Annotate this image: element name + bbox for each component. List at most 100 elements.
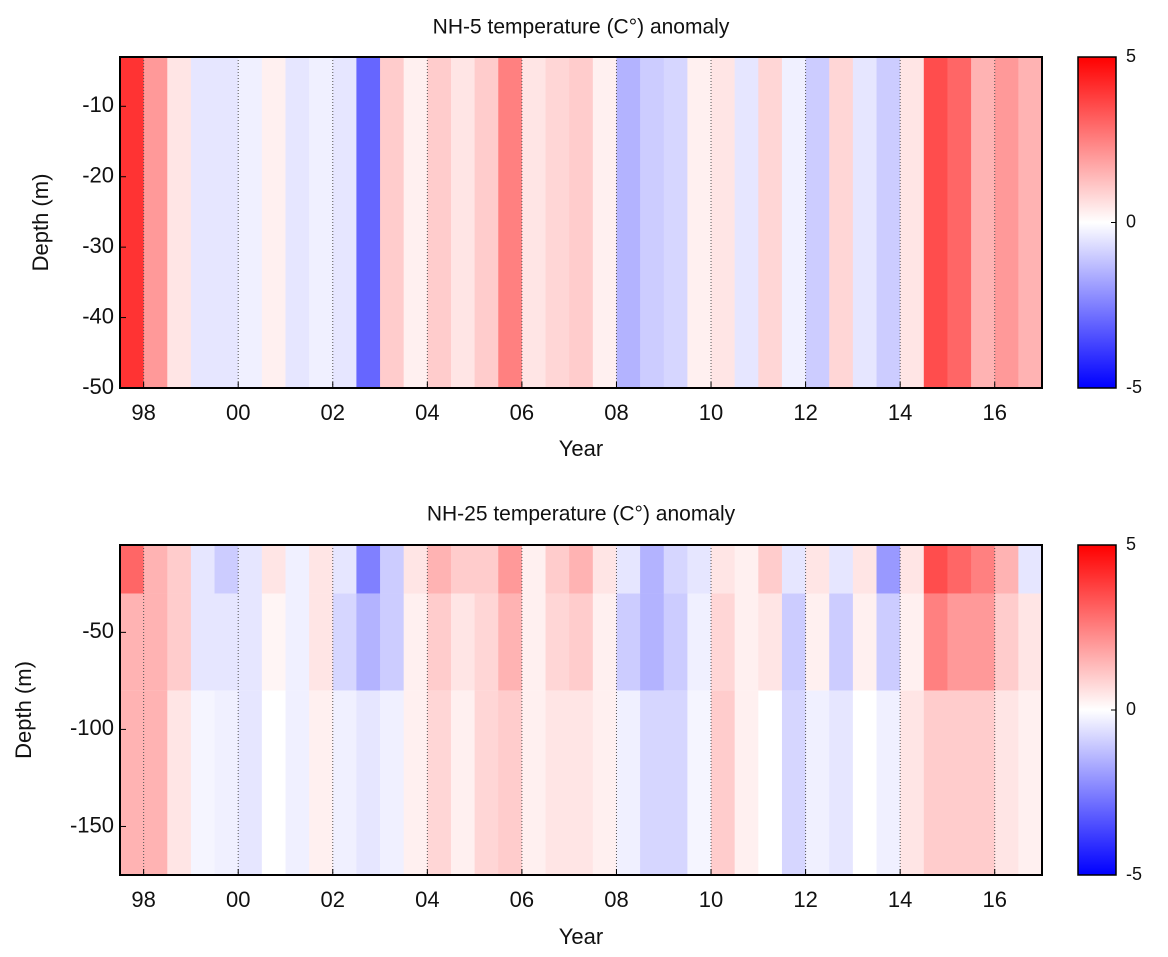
y-tick-label: -150	[70, 812, 114, 837]
heatmap-cell	[734, 690, 759, 875]
heatmap-cell	[214, 593, 239, 691]
heatmap-cell	[758, 545, 783, 594]
heatmap-cell	[687, 593, 712, 691]
heatmap-cell	[356, 57, 381, 388]
heatmap-cell	[403, 545, 428, 594]
heatmap-cell	[521, 57, 547, 388]
heatmap-cell	[167, 545, 192, 594]
colorbar	[1077, 56, 1117, 389]
heatmap-cell	[474, 545, 499, 594]
heatmap-cell	[640, 545, 665, 594]
heatmap-cell	[994, 690, 1019, 875]
heatmap-cell	[592, 593, 618, 691]
heatmap-cell	[876, 593, 901, 691]
heatmap-cell	[640, 593, 665, 691]
heatmap-cell	[332, 690, 358, 875]
heatmap-cell	[781, 57, 807, 388]
x-tick-label: 08	[604, 400, 628, 425]
heatmap-cell	[640, 57, 665, 388]
heatmap-cell	[994, 593, 1019, 691]
heatmap-cell	[663, 545, 688, 594]
y-tick-label: -10	[82, 92, 114, 117]
heatmap-cell	[923, 545, 949, 594]
heatmap-cell	[711, 593, 736, 691]
heatmap-cell	[190, 57, 216, 388]
heatmap-cell	[309, 690, 334, 875]
heatmap-cell	[829, 545, 854, 594]
heatmap-cell	[403, 690, 428, 875]
heatmap-cell	[900, 593, 925, 691]
heatmap-cell	[143, 545, 168, 594]
heatmap-cell	[238, 690, 263, 875]
heatmap-cell	[734, 593, 759, 691]
heatmap-cell	[380, 593, 405, 691]
heatmap-cell	[498, 545, 523, 594]
heatmap-cell	[356, 593, 381, 691]
heatmap-cell	[1018, 593, 1043, 691]
heatmap-cell	[805, 545, 830, 594]
heatmap-cell	[521, 545, 547, 594]
heatmap-cell	[900, 690, 925, 875]
heatmap-cell	[120, 593, 145, 691]
heatmap-cell	[450, 545, 476, 594]
heatmap-cell	[1018, 57, 1043, 388]
heatmap-cell	[214, 690, 239, 875]
heatmap-cell	[592, 57, 618, 388]
heatmap-cell	[285, 545, 310, 594]
heatmap-cell	[214, 57, 239, 388]
heatmap-cell	[852, 545, 878, 594]
chart-title: NH-5 temperature (C°) anomaly	[433, 16, 730, 39]
heatmap-cell	[852, 593, 878, 691]
heatmap-cell	[876, 545, 901, 594]
heatmap-cell	[734, 57, 759, 388]
heatmap-cell	[143, 593, 168, 691]
heatmap-cell	[285, 593, 310, 691]
x-tick-label: 12	[793, 887, 817, 912]
heatmap-cell	[521, 690, 547, 875]
heatmap-cell	[498, 57, 523, 388]
heatmap-cell	[971, 593, 996, 691]
heatmap-cell	[687, 57, 712, 388]
heatmap-cell	[167, 57, 192, 388]
heatmap-cell	[261, 690, 287, 875]
y-tick-label: -30	[82, 233, 114, 258]
heatmap-cell	[356, 690, 381, 875]
heatmap-cell	[781, 593, 807, 691]
heatmap-cell	[569, 593, 594, 691]
colorbar-tick-label: -5	[1126, 377, 1142, 397]
x-tick-label: 06	[510, 887, 534, 912]
heatmap-cell	[781, 545, 807, 594]
heatmap-cell	[545, 593, 570, 691]
x-tick-label: 10	[699, 887, 723, 912]
heatmap-cell	[923, 690, 949, 875]
heatmap-cell	[498, 690, 523, 875]
heatmap-cell	[214, 545, 239, 594]
x-tick-label: 14	[888, 400, 912, 425]
heatmap-cell	[120, 690, 145, 875]
heatmap-cell	[852, 57, 878, 388]
heatmap-cell	[309, 57, 334, 388]
heatmap-cell	[261, 57, 287, 388]
x-tick-label: 06	[510, 400, 534, 425]
colorbar-tick-label: 5	[1126, 46, 1136, 66]
x-tick-label: 02	[321, 887, 345, 912]
heatmap-cell	[332, 545, 358, 594]
colorbar-tick-label: -5	[1126, 864, 1142, 884]
heatmap-cell	[498, 593, 523, 691]
heatmap-cell	[238, 57, 263, 388]
y-tick-label: -50	[82, 374, 114, 399]
heatmap-cell	[876, 57, 901, 388]
heatmap-cell	[711, 690, 736, 875]
heatmap-cell	[238, 593, 263, 691]
heatmap-cell	[380, 690, 405, 875]
heatmap-cell	[1018, 690, 1043, 875]
heatmap-cell	[805, 690, 830, 875]
heatmap-cell	[190, 545, 216, 594]
heatmap-cell	[143, 57, 168, 388]
heatmap-cell	[663, 593, 688, 691]
x-tick-label: 00	[226, 887, 250, 912]
heatmap-cell	[900, 545, 925, 594]
y-tick-label: -40	[82, 303, 114, 328]
x-tick-label: 00	[226, 400, 250, 425]
x-tick-label: 12	[793, 400, 817, 425]
